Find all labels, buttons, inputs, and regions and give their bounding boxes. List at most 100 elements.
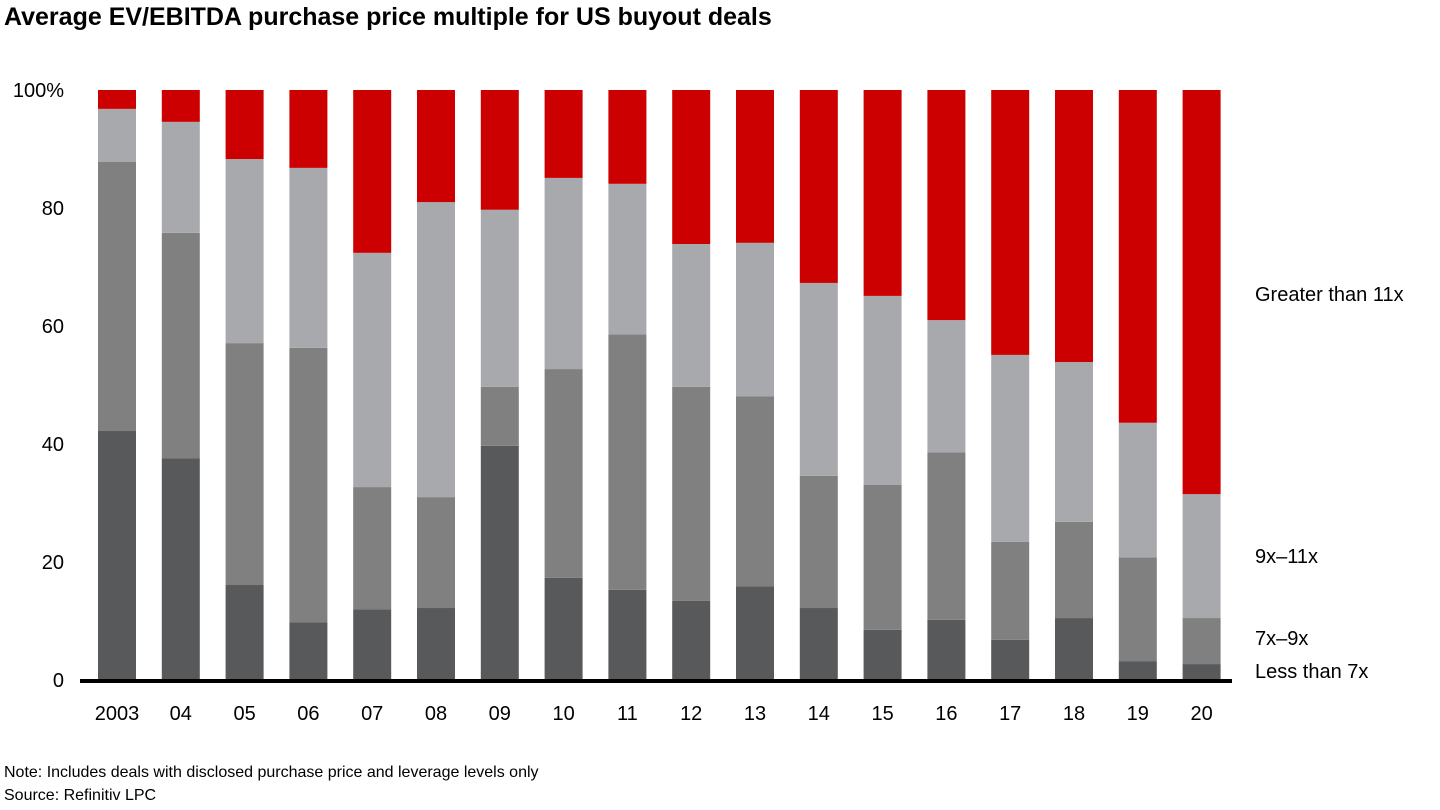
bar-segment-greater-than-11x-07 (353, 90, 392, 253)
x-tick-label: 10 (552, 703, 574, 725)
chart-source: Source: Refinitiv LPC (4, 787, 157, 804)
x-tick-label: 05 (233, 703, 255, 725)
x-tick-label: 09 (489, 703, 511, 725)
bar-segment-7x-9x-15 (863, 484, 902, 630)
bar-segment-9x-11x-16 (927, 320, 966, 453)
bar-segment-less-than-7x-13 (736, 586, 774, 680)
y-tick-label: 60 (42, 316, 64, 338)
bar-segment-greater-than-11x-20 (1182, 90, 1221, 495)
bar-segment-9x-11x-11 (608, 183, 647, 335)
bar-segment-7x-9x-19 (1118, 557, 1157, 662)
legend-label: Greater than 11x (1255, 284, 1404, 306)
bar-segment-9x-11x-18 (1055, 361, 1093, 522)
bar-segment-7x-9x-04 (161, 232, 200, 459)
x-tick-label: 08 (425, 703, 447, 725)
bar-segment-greater-than-11x-12 (672, 90, 711, 244)
legend-label: 7x–9x (1255, 628, 1308, 650)
bar-segment-7x-9x-16 (927, 452, 966, 620)
bar-segment-9x-11x-15 (863, 295, 902, 485)
x-tick-label: 06 (297, 703, 319, 725)
bar-segment-9x-11x-19 (1118, 422, 1157, 558)
legend-label: 9x–11x (1255, 546, 1318, 568)
bar-segment-less-than-7x-16 (927, 619, 966, 680)
bar-segment-9x-11x-20 (1182, 494, 1221, 619)
bar-segment-greater-than-11x-15 (863, 90, 902, 296)
bar-segment-less-than-7x-11 (608, 589, 647, 680)
bar-segment-7x-9x-18 (1055, 521, 1093, 619)
bar-segment-less-than-7x-17 (991, 639, 1030, 680)
bar-segment-7x-9x-10 (544, 369, 583, 578)
bar-segment-greater-than-11x-08 (417, 90, 455, 203)
bar-segment-7x-9x-06 (289, 347, 328, 623)
y-tick-label: 20 (42, 552, 64, 574)
bar-segment-7x-9x-20 (1182, 618, 1221, 665)
bar-segment-7x-9x-11 (608, 334, 647, 590)
bar-segment-less-than-7x-07 (353, 609, 392, 680)
bar-segment-less-than-7x-09 (480, 445, 519, 680)
bar-segment-greater-than-11x-14 (799, 90, 838, 283)
y-tick-label: 40 (42, 434, 64, 456)
bar-segment-greater-than-11x-13 (736, 90, 774, 243)
bar-segment-7x-9x-12 (672, 386, 711, 601)
x-tick-label: 19 (1127, 703, 1149, 725)
bar-segment-7x-9x-13 (736, 396, 774, 587)
x-tick-label: 12 (680, 703, 702, 725)
bar-segment-greater-than-11x-18 (1055, 90, 1093, 362)
bar-segment-7x-9x-17 (991, 541, 1030, 640)
bar-segment-9x-11x-08 (417, 202, 455, 498)
bar-segment-greater-than-11x-05 (225, 90, 264, 160)
y-tick-label: 0 (53, 670, 64, 692)
bar-segment-7x-9x-09 (480, 386, 519, 446)
x-tick-label: 13 (744, 703, 766, 725)
y-tick-label: 100% (13, 80, 64, 102)
bar-segment-9x-11x-10 (544, 177, 583, 370)
bar-segment-9x-11x-04 (161, 121, 200, 233)
bar-segment-greater-than-11x-19 (1118, 90, 1157, 423)
bar-segment-9x-11x-06 (289, 167, 328, 348)
bar-segment-greater-than-11x-06 (289, 90, 328, 168)
bar-segment-9x-11x-13 (736, 242, 774, 397)
bar-segment-9x-11x-12 (672, 243, 711, 387)
bar-segment-less-than-7x-14 (799, 608, 838, 680)
x-tick-label: 20 (1190, 703, 1212, 725)
x-tick-label: 15 (871, 703, 893, 725)
x-tick-label: 04 (170, 703, 192, 725)
bar-segment-less-than-7x-06 (289, 622, 328, 680)
chart-note: Note: Includes deals with disclosed purc… (4, 764, 539, 781)
x-tick-label: 11 (617, 703, 638, 725)
bar-segment-9x-11x-2003 (98, 108, 136, 162)
bar-segment-less-than-7x-10 (544, 577, 583, 680)
x-tick-label: 18 (1063, 703, 1085, 725)
bar-segment-7x-9x-05 (225, 343, 264, 586)
bar-segment-9x-11x-09 (480, 209, 519, 387)
bar-segment-7x-9x-08 (417, 497, 455, 609)
bar-segment-9x-11x-07 (353, 252, 392, 488)
bar-segment-less-than-7x-20 (1182, 664, 1221, 680)
bar-segment-greater-than-11x-11 (608, 90, 647, 184)
bar-segment-9x-11x-14 (799, 282, 838, 476)
y-tick-label: 80 (42, 198, 64, 220)
bar-segment-7x-9x-2003 (98, 161, 136, 432)
bar-segment-less-than-7x-19 (1118, 661, 1157, 680)
bar-segment-less-than-7x-2003 (98, 431, 136, 680)
legend-label: Less than 7x (1255, 661, 1368, 683)
bar-segment-7x-9x-07 (353, 487, 392, 610)
x-tick-label: 17 (999, 703, 1021, 725)
bar-segment-less-than-7x-18 (1055, 618, 1093, 680)
bar-segment-less-than-7x-15 (863, 629, 902, 680)
bar-segment-greater-than-11x-09 (480, 90, 519, 210)
bar-segment-greater-than-11x-16 (927, 90, 966, 321)
bar-segment-greater-than-11x-04 (161, 90, 200, 122)
bar-segment-less-than-7x-08 (417, 608, 455, 680)
bar-segment-less-than-7x-05 (225, 585, 264, 680)
x-tick-label: 14 (808, 703, 830, 725)
x-tick-label: 07 (361, 703, 383, 725)
bar-segment-less-than-7x-04 (161, 458, 200, 680)
bar-segment-greater-than-11x-2003 (98, 90, 136, 109)
bar-segment-greater-than-11x-10 (544, 90, 583, 178)
bar-segment-7x-9x-14 (799, 475, 838, 609)
bar-segment-less-than-7x-12 (672, 600, 711, 680)
bar-segment-greater-than-11x-17 (991, 90, 1030, 355)
chart-title: Average EV/EBITDA purchase price multipl… (4, 3, 772, 31)
